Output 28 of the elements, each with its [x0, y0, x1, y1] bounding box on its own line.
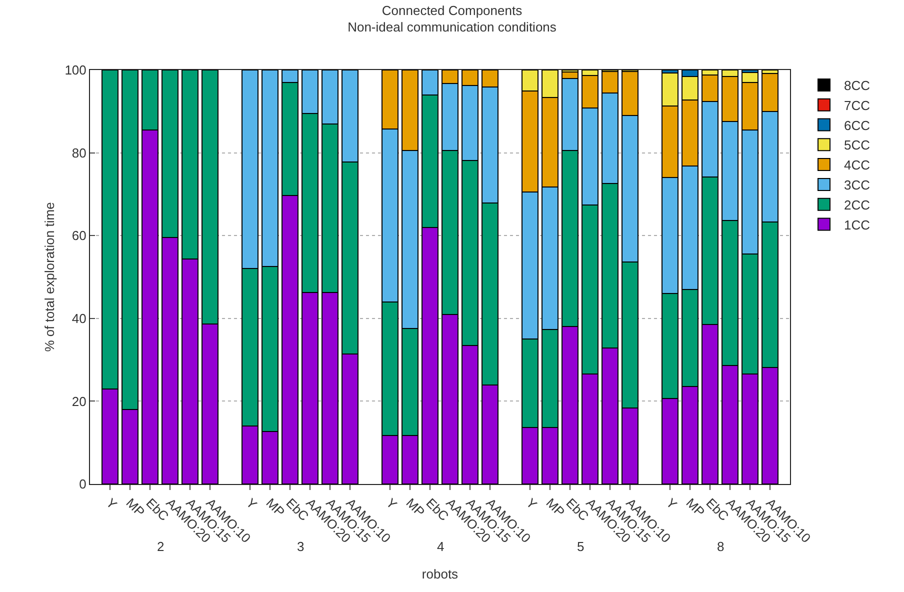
- y-tick-label: 60: [72, 228, 86, 244]
- y-tick-label: 0: [79, 476, 86, 492]
- text: 5: [577, 539, 584, 554]
- text: 4: [437, 539, 444, 554]
- x-tick-label: Y: [383, 495, 400, 512]
- legend-label: 5CC: [844, 138, 870, 153]
- y-tick-label: 80: [72, 145, 86, 160]
- text: 2: [157, 539, 164, 554]
- text: 8: [717, 539, 724, 554]
- x-tick-label: Y: [243, 495, 260, 512]
- x-axis-title: robots: [422, 566, 459, 582]
- x-tick-label: Y: [103, 495, 120, 512]
- y-tick-label: 20: [72, 394, 86, 409]
- y-axis-title: % of total exploration time: [42, 202, 57, 352]
- text: 3: [297, 539, 304, 554]
- y-tick-label: 40: [72, 310, 86, 326]
- legend-label: 6CC: [844, 118, 870, 133]
- chart-title: Connected Components: [382, 2, 523, 18]
- x-tick-label: Y: [523, 495, 540, 512]
- legend-label: 8CC: [844, 78, 870, 94]
- x-tick-label: Y: [663, 495, 680, 512]
- legend-label: 7CC: [844, 98, 870, 113]
- chart-subtitle: Non-ideal communication conditions: [348, 20, 557, 35]
- y-tick-label: 100: [64, 62, 86, 78]
- legend-label: 4CC: [844, 158, 870, 173]
- legend-label: 3CC: [844, 178, 870, 193]
- legend-label: 2CC: [844, 197, 870, 212]
- legend-label: 1CC: [844, 217, 870, 232]
